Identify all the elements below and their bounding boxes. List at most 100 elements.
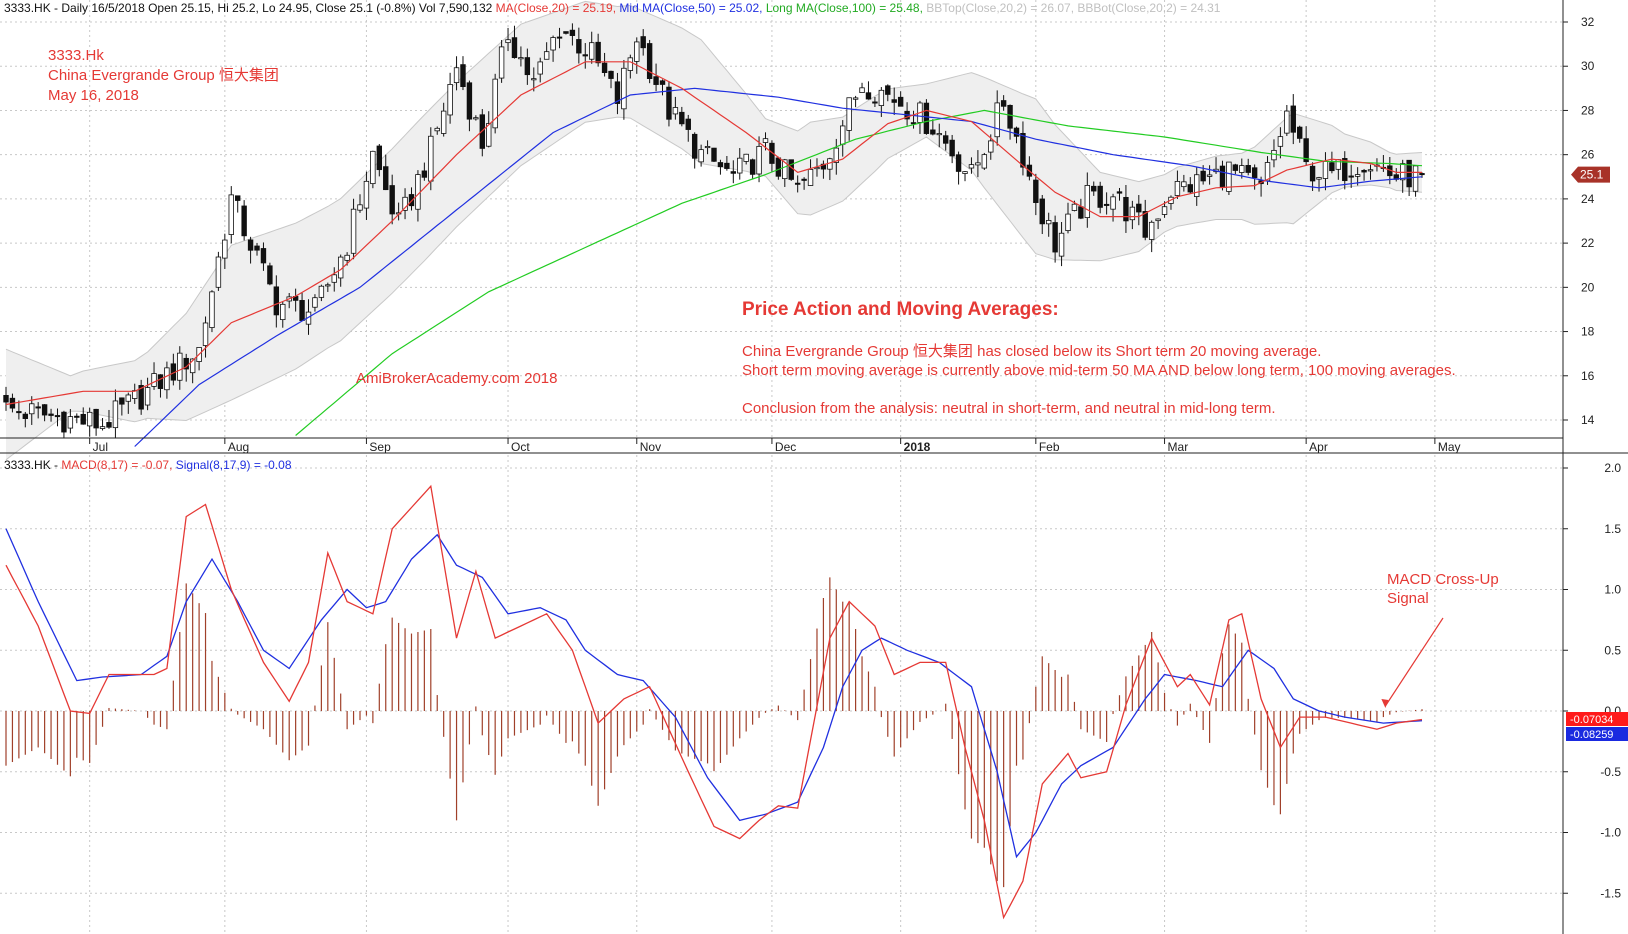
candle xyxy=(782,158,788,187)
candle xyxy=(1342,151,1348,190)
candle xyxy=(453,56,460,91)
candle-body xyxy=(260,248,267,264)
candle xyxy=(1239,158,1245,179)
candle xyxy=(1136,195,1142,226)
candle-body xyxy=(183,357,189,370)
candle xyxy=(595,33,601,67)
candle xyxy=(846,97,852,141)
candle-body xyxy=(1052,222,1058,253)
macd-note-arrow xyxy=(1384,617,1444,707)
candle xyxy=(99,418,106,431)
macd-y-tick-label: -1.0 xyxy=(1600,826,1621,840)
candle xyxy=(48,408,54,422)
price-y-tick-label: 28 xyxy=(1581,103,1595,117)
x-tick-label: Jul xyxy=(93,440,108,454)
candle xyxy=(61,410,67,439)
candle xyxy=(569,23,576,46)
candle-body xyxy=(833,147,839,163)
candle xyxy=(318,284,325,302)
bollinger-band xyxy=(6,1,1422,460)
analysis-line-3 xyxy=(742,380,1456,399)
candle-body xyxy=(1342,158,1348,182)
candle xyxy=(743,153,749,165)
candle-body xyxy=(614,81,621,104)
price-y-tick-label: 30 xyxy=(1581,59,1595,73)
candle-body xyxy=(1148,221,1155,240)
candle-body xyxy=(646,43,653,80)
candle xyxy=(267,262,273,286)
candle xyxy=(1058,222,1065,267)
signal-value-text: -0.08259 xyxy=(1570,729,1613,741)
analysis-line-1: China Evergrande Group 恒大集团 has closed b… xyxy=(742,343,1322,360)
candle-body xyxy=(897,96,904,107)
candle xyxy=(968,157,975,174)
candle-body xyxy=(1174,181,1181,196)
candle xyxy=(440,102,447,137)
candle xyxy=(737,148,743,180)
candle xyxy=(576,27,582,64)
bbtop-label: BBTop(Close,20,2) = 26.07, xyxy=(926,1,1075,15)
candle-body xyxy=(363,180,370,209)
candle xyxy=(1039,194,1045,235)
candle xyxy=(408,187,415,211)
candle-body xyxy=(627,57,634,71)
candle xyxy=(447,72,453,124)
candle xyxy=(518,46,524,67)
candle-body xyxy=(717,162,724,168)
macd-y-tick-label: -1.5 xyxy=(1600,886,1621,900)
candle xyxy=(222,233,228,269)
last-price-tag xyxy=(1571,166,1610,183)
candle-body xyxy=(595,41,601,64)
candle-body xyxy=(151,373,157,387)
candle-body xyxy=(1271,149,1277,161)
candle xyxy=(872,97,878,107)
candle-body xyxy=(466,82,473,120)
title-company: China Evergrande Group 恒大集团 xyxy=(48,67,279,84)
candle xyxy=(74,413,80,424)
candle-body xyxy=(711,147,717,162)
candle-body xyxy=(537,61,543,75)
candle-body xyxy=(885,85,891,95)
macd-y-tick-label: 1.5 xyxy=(1604,522,1621,536)
candle xyxy=(466,80,473,132)
ma100-line xyxy=(295,109,1423,436)
candle-body xyxy=(1116,191,1123,194)
candle-body xyxy=(1251,167,1258,179)
candle-body xyxy=(74,415,80,418)
candle xyxy=(910,110,917,129)
candle-body xyxy=(589,42,595,60)
candle-body xyxy=(415,174,421,210)
candle-body xyxy=(724,162,730,169)
candle xyxy=(531,67,537,92)
candle xyxy=(659,79,666,96)
price-y-tick-label: 24 xyxy=(1581,192,1595,206)
candle-body xyxy=(698,149,704,163)
candle-body xyxy=(968,164,975,169)
candle-body xyxy=(1200,170,1206,182)
candle xyxy=(582,43,588,69)
candle-body xyxy=(138,385,144,410)
macd-y-tick-label: -0.5 xyxy=(1600,765,1621,779)
candle-body xyxy=(1155,218,1161,222)
candle-body xyxy=(1071,203,1078,211)
candle-body xyxy=(1277,136,1284,147)
candle xyxy=(698,144,704,167)
candle xyxy=(86,407,93,437)
macd-note-line-1: MACD Cross-Up xyxy=(1387,571,1499,588)
candle-body xyxy=(215,256,222,288)
candle xyxy=(241,200,247,241)
candle xyxy=(550,35,556,62)
candle-body xyxy=(1103,203,1110,206)
candle xyxy=(177,346,183,390)
candle xyxy=(1194,167,1200,206)
candle-body xyxy=(241,205,247,237)
price-y-tick-label: 26 xyxy=(1581,148,1595,162)
candle xyxy=(1316,176,1322,192)
candle-body xyxy=(859,87,865,93)
x-tick-label: Aug xyxy=(228,440,249,454)
candle-body xyxy=(61,411,67,433)
candle xyxy=(1045,212,1052,237)
candle-body xyxy=(3,395,9,403)
candle xyxy=(331,267,337,292)
candle xyxy=(1367,164,1374,180)
